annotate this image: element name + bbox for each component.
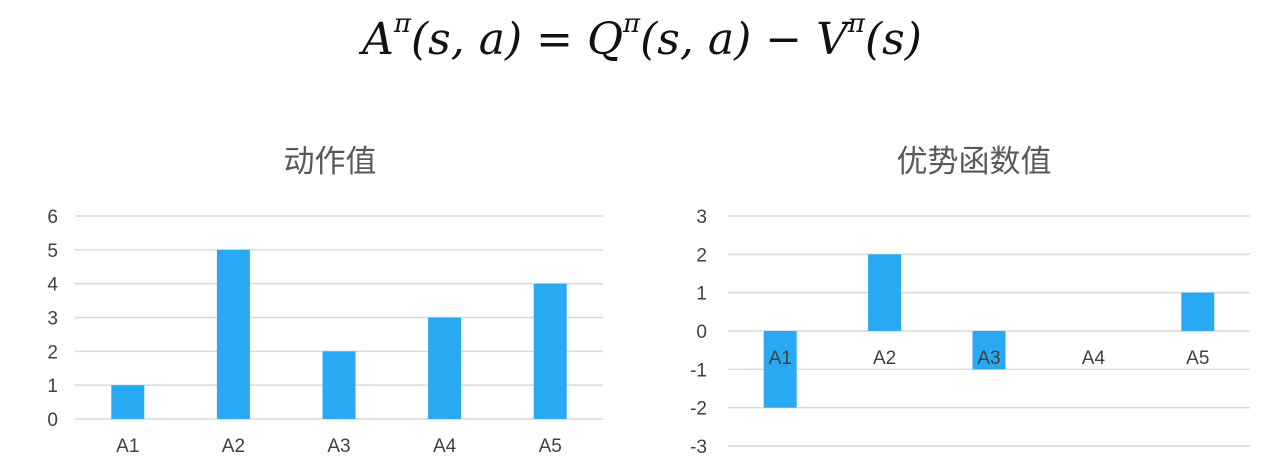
bar — [111, 385, 145, 419]
x-tick-label: A3 — [977, 348, 1000, 369]
x-tick-label: A5 — [539, 436, 562, 457]
y-tick-label: 6 — [47, 207, 58, 228]
y-tick-label: 2 — [696, 245, 707, 266]
y-tick-label: 5 — [47, 241, 58, 262]
x-tick-label: A1 — [769, 348, 792, 369]
y-tick-label: -1 — [690, 360, 707, 381]
x-tick-label: A2 — [873, 348, 896, 369]
y-tick-label: 1 — [47, 376, 58, 397]
y-tick-label: 3 — [47, 309, 58, 330]
advantage-formula: Aπ(s, a) = Qπ(s, a) − Vπ(s) — [362, 9, 922, 65]
action-value-chart: 动作值 0 1 2 3 4 5 6 A1 A2 A3 A4 A5 — [47, 144, 603, 457]
x-tick-label: A2 — [222, 436, 245, 457]
bar — [428, 317, 462, 419]
x-tick-label: A4 — [1082, 348, 1106, 369]
y-tick-label: 1 — [696, 284, 707, 305]
x-tick-label: A3 — [327, 436, 350, 457]
y-tick-label: -3 — [690, 437, 707, 458]
y-tick-label: 2 — [47, 342, 58, 363]
bar — [1181, 292, 1215, 331]
y-tick-label: 3 — [696, 207, 707, 228]
y-tick-label: -2 — [690, 399, 707, 420]
bar — [868, 254, 902, 331]
y-tick-label: 0 — [696, 322, 707, 343]
x-tick-label: A4 — [433, 436, 457, 457]
chart-title: 动作值 — [284, 144, 377, 180]
x-tick-label: A1 — [116, 436, 139, 457]
advantage-value-chart: 优势函数值 -3 -2 -1 0 1 2 3 A1 A2 A3 A4 A5 — [690, 144, 1250, 458]
chart-title: 优势函数值 — [897, 144, 1052, 180]
bar — [972, 331, 1006, 370]
x-tick-label: A5 — [1186, 348, 1209, 369]
bar — [533, 283, 567, 419]
y-tick-label: 4 — [47, 275, 58, 296]
y-tick-label: 0 — [47, 410, 58, 431]
bar — [763, 331, 797, 408]
bar — [322, 351, 356, 419]
bar — [216, 249, 250, 419]
